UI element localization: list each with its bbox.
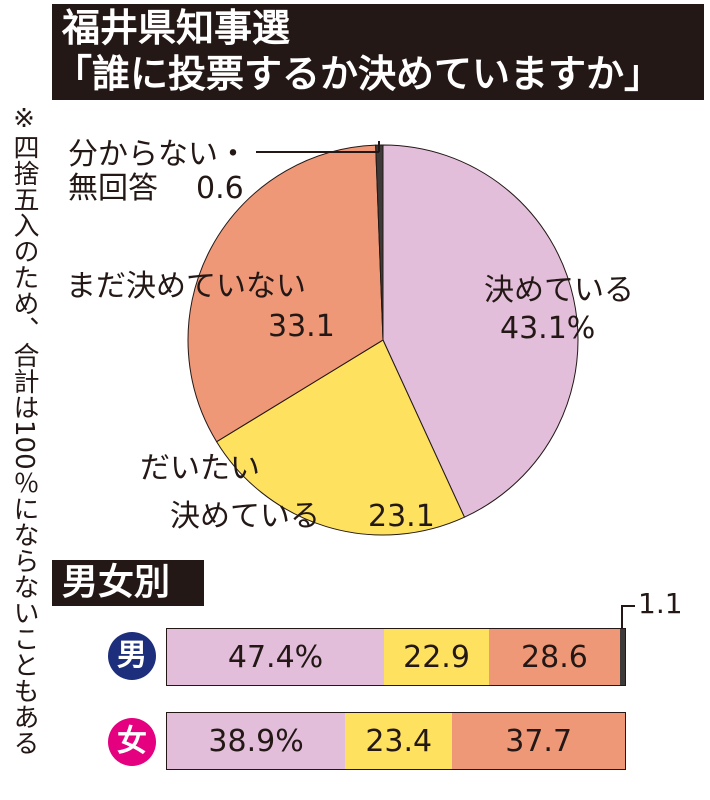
bar-segment-mostly: 22.9 — [384, 629, 489, 685]
pie-label-undecided: まだ決めていない — [66, 269, 306, 304]
bar-segment-mostly: 23.4 — [345, 713, 453, 769]
pie-label-unknown-2: 無回答 — [68, 171, 158, 206]
section-title: 男女別 — [62, 562, 171, 603]
chart-title: 福井県知事選 — [62, 6, 291, 50]
bar-segment-label: 22.9 — [403, 639, 470, 675]
pie-slice-undecided — [187, 144, 384, 443]
pie-label-mostly-1: だいたい — [140, 451, 260, 486]
bar-segment-label: 47.4% — [227, 639, 324, 675]
pie-slice-mostly — [215, 339, 466, 536]
bar-segment-label: 23.4 — [365, 723, 433, 759]
male-unknown-callout-vertical — [621, 605, 623, 629]
pie-label-mostly-2: 決めている — [170, 499, 320, 534]
male-unknown-value: 1.1 — [638, 587, 683, 620]
pie-value-unknown: 0.6 — [196, 171, 244, 206]
female-bar: 38.9% 23.4 37.7 — [166, 712, 626, 770]
bar-segment-label: 28.6 — [521, 639, 588, 675]
section-header: 男女別 — [52, 560, 204, 606]
male-badge: 男 — [108, 632, 156, 680]
bar-segment-undecided: 37.7 — [452, 713, 625, 769]
bar-segment-decided: 38.9% — [167, 713, 346, 769]
bar-segment-label: 37.7 — [505, 723, 573, 759]
pie-value-decided: 43.1% — [500, 311, 595, 346]
bar-segment-unknown — [619, 629, 625, 685]
female-badge: 女 — [108, 718, 156, 766]
pie-label-unknown-1: 分からない・ — [68, 137, 248, 172]
bar-segment-undecided: 28.6 — [488, 629, 620, 685]
male-bar: 47.4% 22.9 28.6 — [166, 628, 626, 686]
male-unknown-callout-horizontal — [621, 605, 635, 607]
pie-value-mostly: 23.1 — [368, 499, 435, 534]
bar-segment-decided: 47.4% — [167, 629, 385, 685]
chart-subtitle: 「誰に投票するか決めていますか」 — [54, 52, 663, 96]
pie-slice-decided — [382, 144, 579, 518]
pie-label-decided: 決めている — [484, 273, 634, 308]
title-block: 福井県知事選 「誰に投票するか決めていますか」 — [52, 4, 704, 100]
bar-segment-label: 38.9% — [208, 723, 304, 759]
pie-value-undecided: 33.1 — [268, 309, 335, 344]
rounding-note: ※四捨五入のため、合計は100％にならないこともある — [9, 104, 39, 756]
